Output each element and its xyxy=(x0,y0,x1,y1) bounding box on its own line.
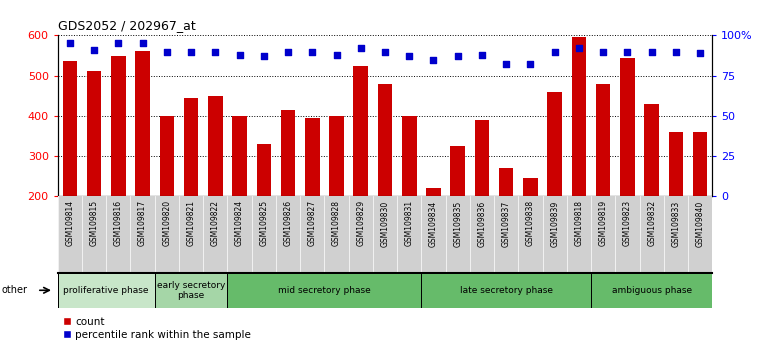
Point xyxy=(694,50,706,56)
Text: GSM109835: GSM109835 xyxy=(454,200,462,246)
Bar xyxy=(644,104,659,196)
Text: GSM109820: GSM109820 xyxy=(162,200,172,246)
Point xyxy=(645,48,658,54)
Text: late secretory phase: late secretory phase xyxy=(460,286,553,295)
Point xyxy=(185,48,197,54)
Bar xyxy=(591,273,712,308)
Point xyxy=(597,48,609,54)
Bar xyxy=(421,273,591,308)
Point xyxy=(403,53,415,59)
Point xyxy=(427,57,440,62)
Point xyxy=(524,62,537,67)
Text: GSM109833: GSM109833 xyxy=(671,200,681,246)
Text: GSM109818: GSM109818 xyxy=(574,200,584,246)
Bar xyxy=(571,38,586,196)
Text: GSM109829: GSM109829 xyxy=(357,200,365,246)
Bar xyxy=(596,84,611,196)
Point xyxy=(233,52,246,58)
Bar xyxy=(184,98,199,196)
Text: other: other xyxy=(2,285,28,295)
Bar xyxy=(281,110,296,196)
Bar xyxy=(693,132,708,196)
Bar xyxy=(136,51,150,196)
Bar xyxy=(427,188,440,196)
Text: GSM109815: GSM109815 xyxy=(89,200,99,246)
Point xyxy=(161,48,173,54)
Bar xyxy=(111,56,126,196)
Text: GSM109839: GSM109839 xyxy=(551,200,559,246)
Text: GSM109831: GSM109831 xyxy=(405,200,413,246)
Point xyxy=(282,48,294,54)
Bar xyxy=(523,178,537,196)
Text: GSM109821: GSM109821 xyxy=(186,200,196,246)
Text: GSM109825: GSM109825 xyxy=(259,200,268,246)
Point xyxy=(548,48,561,54)
Bar xyxy=(668,132,683,196)
Bar xyxy=(378,84,392,196)
Point xyxy=(670,48,682,54)
Text: GSM109828: GSM109828 xyxy=(332,200,341,246)
Text: GSM109837: GSM109837 xyxy=(502,200,511,246)
Legend: count, percentile rank within the sample: count, percentile rank within the sample xyxy=(63,317,251,340)
Bar xyxy=(227,273,421,308)
Point xyxy=(476,52,488,58)
Text: GSM109830: GSM109830 xyxy=(380,200,390,246)
Text: ambiguous phase: ambiguous phase xyxy=(611,286,691,295)
Point xyxy=(451,53,464,59)
Text: GSM109834: GSM109834 xyxy=(429,200,438,246)
Point xyxy=(621,48,634,54)
Text: GSM109836: GSM109836 xyxy=(477,200,487,246)
Point xyxy=(64,41,76,46)
Text: GSM109823: GSM109823 xyxy=(623,200,632,246)
Bar xyxy=(330,116,343,196)
Bar xyxy=(450,146,465,196)
Point xyxy=(500,62,512,67)
Point xyxy=(258,53,270,59)
Bar xyxy=(305,118,320,196)
Text: GSM109840: GSM109840 xyxy=(695,200,705,246)
Bar xyxy=(474,120,489,196)
Point xyxy=(573,45,585,51)
Bar xyxy=(233,116,247,196)
Text: GSM109814: GSM109814 xyxy=(65,200,75,246)
Bar xyxy=(62,61,77,196)
Text: GSM109822: GSM109822 xyxy=(211,200,219,246)
Point xyxy=(209,48,222,54)
Bar xyxy=(159,116,174,196)
Bar xyxy=(58,273,155,308)
Bar xyxy=(208,96,223,196)
Bar xyxy=(402,116,417,196)
Bar xyxy=(499,168,514,196)
Text: early secretory
phase: early secretory phase xyxy=(157,281,226,300)
Bar xyxy=(256,144,271,196)
Text: proliferative phase: proliferative phase xyxy=(63,286,149,295)
Text: GSM109824: GSM109824 xyxy=(235,200,244,246)
Text: GSM109832: GSM109832 xyxy=(647,200,656,246)
Bar xyxy=(547,92,562,196)
Point xyxy=(355,45,367,51)
Text: GSM109819: GSM109819 xyxy=(598,200,608,246)
Text: GSM109816: GSM109816 xyxy=(114,200,123,246)
Text: mid secretory phase: mid secretory phase xyxy=(278,286,371,295)
Bar xyxy=(87,71,102,196)
Bar xyxy=(353,65,368,196)
Text: GSM109838: GSM109838 xyxy=(526,200,535,246)
Bar xyxy=(155,273,227,308)
Point xyxy=(112,41,125,46)
Point xyxy=(330,52,343,58)
Text: GSM109826: GSM109826 xyxy=(283,200,293,246)
Point xyxy=(306,48,319,54)
Point xyxy=(88,47,100,53)
Point xyxy=(379,48,391,54)
Bar xyxy=(620,58,634,196)
Text: GDS2052 / 202967_at: GDS2052 / 202967_at xyxy=(58,19,196,32)
Point xyxy=(136,41,149,46)
Text: GSM109817: GSM109817 xyxy=(138,200,147,246)
Text: GSM109827: GSM109827 xyxy=(308,200,316,246)
